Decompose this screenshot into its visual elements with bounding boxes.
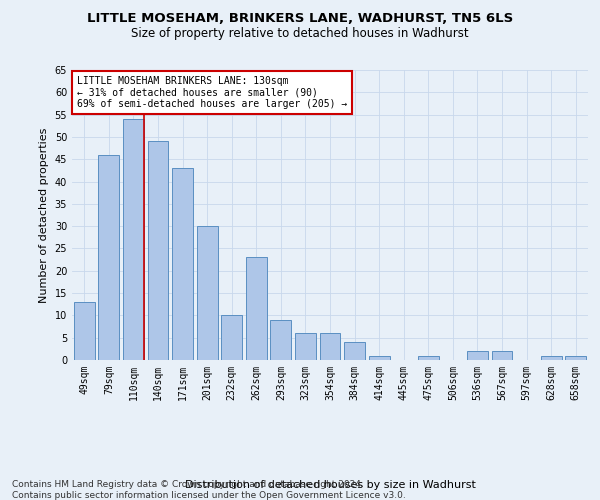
Bar: [221, 316, 242, 360]
Bar: [98, 155, 119, 360]
Text: LITTLE MOSEHAM, BRINKERS LANE, WADHURST, TN5 6LS: LITTLE MOSEHAM, BRINKERS LANE, WADHURST,…: [87, 12, 513, 26]
Bar: [271, 320, 292, 360]
Bar: [565, 356, 586, 360]
Text: Contains HM Land Registry data © Crown copyright and database right 2024.
Contai: Contains HM Land Registry data © Crown c…: [12, 480, 406, 500]
Bar: [148, 142, 169, 360]
Text: Size of property relative to detached houses in Wadhurst: Size of property relative to detached ho…: [131, 28, 469, 40]
Bar: [491, 351, 512, 360]
Bar: [368, 356, 389, 360]
Bar: [467, 351, 488, 360]
Bar: [344, 342, 365, 360]
Bar: [320, 333, 340, 360]
Bar: [74, 302, 95, 360]
Text: LITTLE MOSEHAM BRINKERS LANE: 130sqm
← 31% of detached houses are smaller (90)
6: LITTLE MOSEHAM BRINKERS LANE: 130sqm ← 3…: [77, 76, 347, 109]
Bar: [172, 168, 193, 360]
Y-axis label: Number of detached properties: Number of detached properties: [39, 128, 49, 302]
Bar: [123, 119, 144, 360]
Bar: [197, 226, 218, 360]
Bar: [295, 333, 316, 360]
Bar: [418, 356, 439, 360]
Bar: [246, 258, 267, 360]
Text: Distribution of detached houses by size in Wadhurst: Distribution of detached houses by size …: [185, 480, 475, 490]
Bar: [541, 356, 562, 360]
